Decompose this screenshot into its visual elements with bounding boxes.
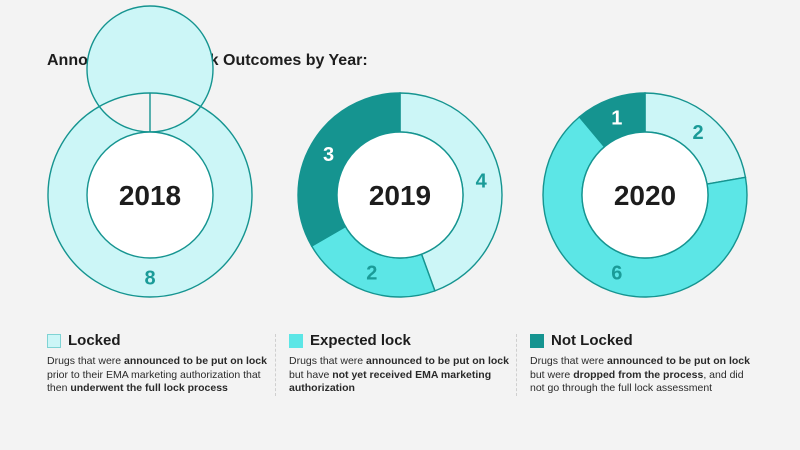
legend-desc-segment: but have — [289, 368, 333, 381]
legend-not-locked: Not Locked Drugs that were announced to … — [530, 332, 760, 396]
donut-value-label-2020-expected-lock: 6 — [611, 263, 622, 285]
donut-value-label-2019-not-locked: 3 — [323, 144, 334, 166]
legend-desc-segment: Drugs that were — [530, 355, 608, 367]
legend-desc-segment: announced to be put on lock — [366, 355, 509, 367]
legend-desc-segment: but were — [530, 368, 574, 381]
donut-center-year: 2020 — [614, 180, 676, 211]
legend-label-not-locked: Not Locked — [551, 332, 633, 349]
legend-desc-segment: Drugs that were — [289, 355, 367, 367]
legend-desc-locked: Drugs that were announced to be put on l… — [47, 355, 277, 396]
legend-expected-lock: Expected lock Drugs that were announced … — [289, 332, 519, 396]
legend-desc-segment: , and did not go through the full lock a… — [530, 368, 744, 395]
donut-center-year: 2018 — [119, 180, 181, 211]
legend-desc-segment: not yet received EMA marketing authoriza… — [289, 368, 492, 395]
legend-divider-1 — [275, 334, 276, 396]
legend-desc-segment: Drugs that were — [47, 355, 125, 367]
donut-value-label-2020-not-locked: 1 — [611, 107, 622, 129]
legend-desc-segment: underwent the full lock process — [70, 382, 228, 394]
donut-value-label-2018-locked: 8 — [144, 268, 155, 290]
legend-swatch-expected-lock — [289, 333, 303, 348]
donut-value-label-2019-expected-lock: 2 — [366, 263, 377, 285]
legend-swatch-locked — [47, 333, 61, 348]
legend-desc-segment: prior to their EMA marketing authorizati… — [47, 368, 261, 395]
legend-locked: Locked Drugs that were announced to be p… — [47, 332, 277, 396]
donut-charts: 8 2018 4 2 3 2019 2 6 1 2020 — [47, 5, 748, 298]
legend-desc-not-locked: Drugs that were announced to be put on l… — [530, 355, 760, 396]
donut-center-year: 2019 — [369, 180, 431, 211]
legend-desc-expected-lock: Drugs that were announced to be put on l… — [289, 355, 519, 396]
donut-hole-2020 — [581, 131, 709, 259]
donut-hole-2019 — [336, 131, 464, 259]
donut-hole-2018 — [86, 131, 214, 259]
legend-label-expected-lock: Expected lock — [310, 332, 411, 349]
donut-value-label-2020-locked: 2 — [692, 122, 703, 144]
legend-swatch-not-locked — [530, 333, 544, 348]
legend-label-locked: Locked — [68, 332, 121, 349]
legend-divider-2 — [516, 334, 517, 396]
donut-value-label-2019-locked: 4 — [476, 171, 488, 193]
legend-desc-segment: announced to be put on lock — [124, 355, 267, 367]
legend-desc-segment: announced to be put on lock — [607, 355, 750, 367]
legend-desc-segment: dropped from the process — [573, 368, 704, 381]
